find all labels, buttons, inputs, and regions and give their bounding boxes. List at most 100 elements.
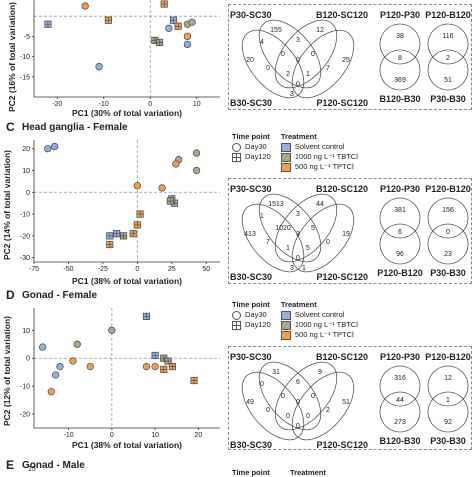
venn-set-label: P30-SC30: [230, 352, 272, 362]
venn-count: 1513: [268, 201, 284, 208]
data-point-circle: [192, 149, 201, 157]
x-axis-label-b: PC1 (30% of total variation): [71, 108, 183, 118]
legend-treatment-header: Treatment: [280, 132, 317, 141]
pair-bottom-label: P30-B30: [430, 436, 466, 446]
circle-marker-icon: [232, 310, 241, 320]
y-tick-label: 0: [26, 356, 30, 363]
venn-count: 6: [296, 379, 300, 386]
x-axis-label-d: PC1 (38% of total variation): [71, 440, 183, 450]
panel-letter-e: E: [6, 458, 15, 472]
venn-diagram-d: P30-SC30 B120-SC120 B30-SC30 P120-SC120 31 9 4…: [230, 352, 471, 450]
venn-count: 0: [326, 239, 330, 246]
venn-count: 3: [296, 231, 300, 238]
y-tick-label: -5: [24, 34, 30, 41]
y-axis-label-d: PC2 (12% of total variation): [2, 315, 12, 427]
pair-top-label: P120-B120: [425, 10, 471, 20]
venn-ellipse: [241, 29, 305, 99]
solvent-swatch: [280, 310, 291, 320]
data-point-circle: [73, 340, 81, 348]
y-tick-label: -10: [20, 384, 30, 391]
venn-set-label: B30-SC30: [230, 98, 272, 108]
venn-count: 2: [286, 71, 290, 78]
data-point-circle: [172, 160, 180, 168]
x-tick-label: 10: [193, 101, 201, 108]
venn-count: 5: [306, 245, 310, 252]
pair-circle-bottom: [427, 223, 469, 265]
venn-count: 7: [266, 239, 270, 246]
venn-count: 0: [296, 255, 300, 262]
legend-treatment-item: Solvent control: [294, 142, 345, 151]
data-point-circle: [39, 343, 47, 351]
venn-box-b: [228, 4, 472, 110]
pair-count: 8: [398, 55, 402, 62]
data-point-circle: [151, 362, 159, 371]
venn-set-label: B30-SC30: [230, 272, 272, 282]
x-tick-label: -25: [98, 266, 108, 273]
legend-time-item: Day30: [245, 142, 267, 151]
venn-count: 9: [318, 369, 322, 376]
data-point-circle: [192, 166, 201, 175]
pair-top-label: P120-B120: [425, 184, 471, 194]
venn-count: 20: [246, 57, 254, 64]
x-tick-label: 50: [202, 266, 210, 273]
pair-bottom-label: P30-B30: [430, 268, 466, 278]
tbt-swatch: [280, 152, 291, 162]
panel-letter-d: D: [6, 288, 15, 302]
venn-ellipse: [258, 19, 322, 89]
pair-circle-top: [427, 23, 469, 65]
pair-top-label: P120-P30: [380, 352, 420, 362]
pair-circle-bottom: [379, 49, 421, 91]
venn-count: 3: [290, 265, 294, 272]
y-axis-label-c: PC2 (14% of total variation): [2, 149, 12, 261]
venn-ellipse: [274, 193, 338, 263]
venn-count: 25: [342, 57, 350, 64]
pair-count: 116: [442, 33, 453, 40]
venn-diagram-b: P30-SC30 B120-SC120 B30-SC30 P120-SC120 155 1…: [230, 10, 471, 108]
venn-count: 7: [326, 65, 330, 72]
x-tick-label: 10: [151, 432, 159, 439]
x-axis-label-c: PC1 (38% of total variation): [71, 276, 183, 286]
x-tick-label: -20: [52, 101, 62, 108]
data-point-circle: [69, 357, 77, 365]
venn-ellipse: [241, 371, 305, 441]
venn-count: 5: [311, 225, 315, 232]
panel-title-d: Gonad - Female: [22, 290, 98, 301]
pair-circle-bottom: [379, 391, 421, 433]
solvent-swatch: [280, 142, 291, 152]
legend-time-item: Day120: [245, 152, 271, 161]
pair-count: 273: [394, 419, 406, 426]
venn-count: 0: [296, 399, 300, 406]
x-tick-label: -10: [64, 432, 74, 439]
data-point-circle: [188, 18, 196, 26]
pca-plot-b: -20 -10 0 10 -5 -10 -15: [20, 0, 220, 108]
pair-count: 1: [446, 397, 450, 404]
venn-count: 12: [316, 27, 324, 34]
x-tick-label: -50: [63, 266, 73, 273]
pair-bottom-label: B120-B30: [379, 94, 420, 104]
y-tick-label: -20: [20, 233, 30, 240]
venn-count: 1: [306, 71, 310, 78]
venn-set-label: B30-SC30: [230, 440, 272, 450]
venn-count: 0: [311, 393, 315, 400]
y-tick-label: -30: [20, 255, 30, 262]
x-tick-label: 25: [168, 266, 176, 273]
pair-top-label: P120-P30: [380, 10, 420, 20]
venn-count: 155: [270, 27, 282, 34]
y-tick-label: 0: [26, 190, 30, 197]
pair-count: 0: [446, 229, 450, 236]
venn-count: 2: [326, 407, 330, 414]
pair-count: 156: [442, 207, 454, 214]
venn-count: 0: [281, 51, 285, 58]
y-tick-label: 10: [22, 328, 30, 335]
y-tick-label: -20: [20, 412, 30, 419]
pair-circle-top: [379, 197, 421, 239]
data-point-circle: [51, 142, 59, 151]
venn-ellipse: [291, 203, 355, 273]
venn-set-label: B120-SC120: [316, 184, 368, 194]
y-tick-label: -15: [20, 74, 30, 81]
pair-circle-bottom: [427, 391, 469, 433]
pair-count: 316: [394, 375, 406, 382]
legend-treatment-item: 1000 ng L⁻¹ TBTCl: [294, 152, 358, 161]
data-point-circle: [165, 24, 173, 32]
